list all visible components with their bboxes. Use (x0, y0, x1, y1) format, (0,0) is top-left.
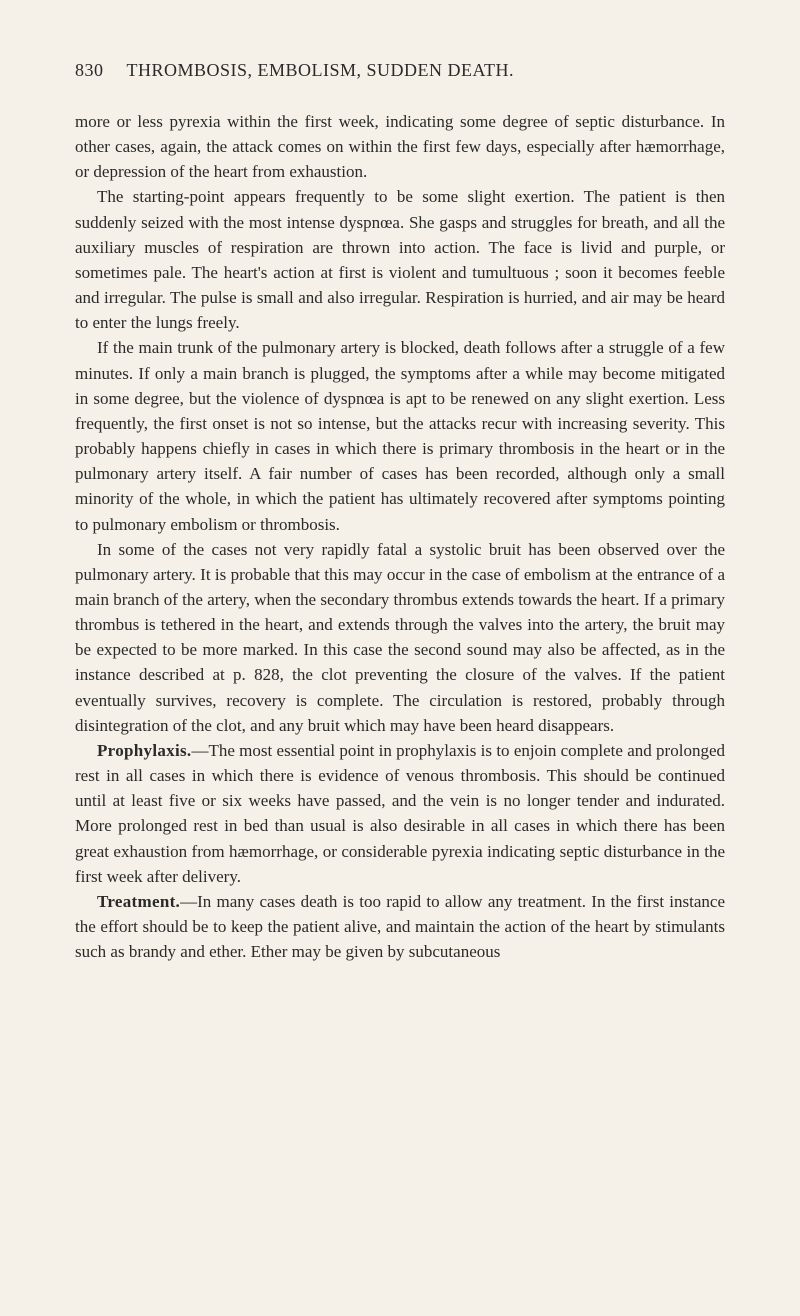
body-paragraph-prophylaxis: Prophylaxis.—The most essential point in… (75, 738, 725, 889)
header-title: THROMBOSIS, EMBOLISM, SUDDEN DEATH. (127, 60, 515, 80)
body-paragraph-2: The starting-point appears frequently to… (75, 184, 725, 335)
body-paragraph-treatment: Treatment.—In many cases death is too ra… (75, 889, 725, 964)
body-paragraph-1: more or less pyrexia within the first we… (75, 109, 725, 184)
page-number: 830 (75, 60, 104, 80)
page-header: 830 THROMBOSIS, EMBOLISM, SUDDEN DEATH. (75, 60, 725, 81)
section-label-treatment: Treatment. (97, 892, 180, 911)
section-text-prophylaxis: —The most essential point in prophylaxis… (75, 741, 725, 886)
body-paragraph-4: In some of the cases not very rapidly fa… (75, 537, 725, 738)
section-label-prophylaxis: Prophylaxis. (97, 741, 191, 760)
body-paragraph-3: If the main trunk of the pulmonary arter… (75, 335, 725, 536)
